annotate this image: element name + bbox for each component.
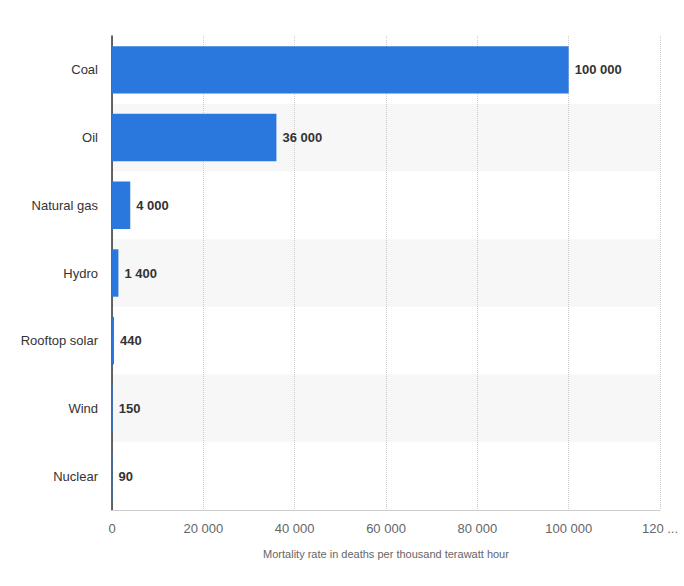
svg-text:4 000: 4 000 xyxy=(136,198,169,213)
svg-text:60 000: 60 000 xyxy=(366,521,406,536)
svg-text:440: 440 xyxy=(120,333,142,348)
svg-text:Nuclear: Nuclear xyxy=(53,469,98,484)
svg-text:20 000: 20 000 xyxy=(183,521,223,536)
svg-text:120 ...: 120 ... xyxy=(642,521,678,536)
svg-text:Oil: Oil xyxy=(82,130,98,145)
svg-text:100 000: 100 000 xyxy=(545,521,592,536)
svg-text:36 000: 36 000 xyxy=(282,130,322,145)
svg-text:Hydro: Hydro xyxy=(63,266,98,281)
svg-text:150: 150 xyxy=(119,401,141,416)
svg-text:0: 0 xyxy=(108,521,115,536)
svg-text:80 000: 80 000 xyxy=(457,521,497,536)
svg-text:Wind: Wind xyxy=(68,401,98,416)
svg-text:40 000: 40 000 xyxy=(275,521,315,536)
svg-text:100 000: 100 000 xyxy=(575,62,622,77)
svg-text:Natural gas: Natural gas xyxy=(32,198,99,213)
svg-text:Rooftop solar: Rooftop solar xyxy=(21,333,99,348)
svg-text:Coal: Coal xyxy=(71,62,98,77)
svg-text:90: 90 xyxy=(118,469,132,484)
svg-text:1 400: 1 400 xyxy=(124,266,157,281)
svg-text:Mortality rate in deaths per t: Mortality rate in deaths per thousand te… xyxy=(263,548,509,560)
